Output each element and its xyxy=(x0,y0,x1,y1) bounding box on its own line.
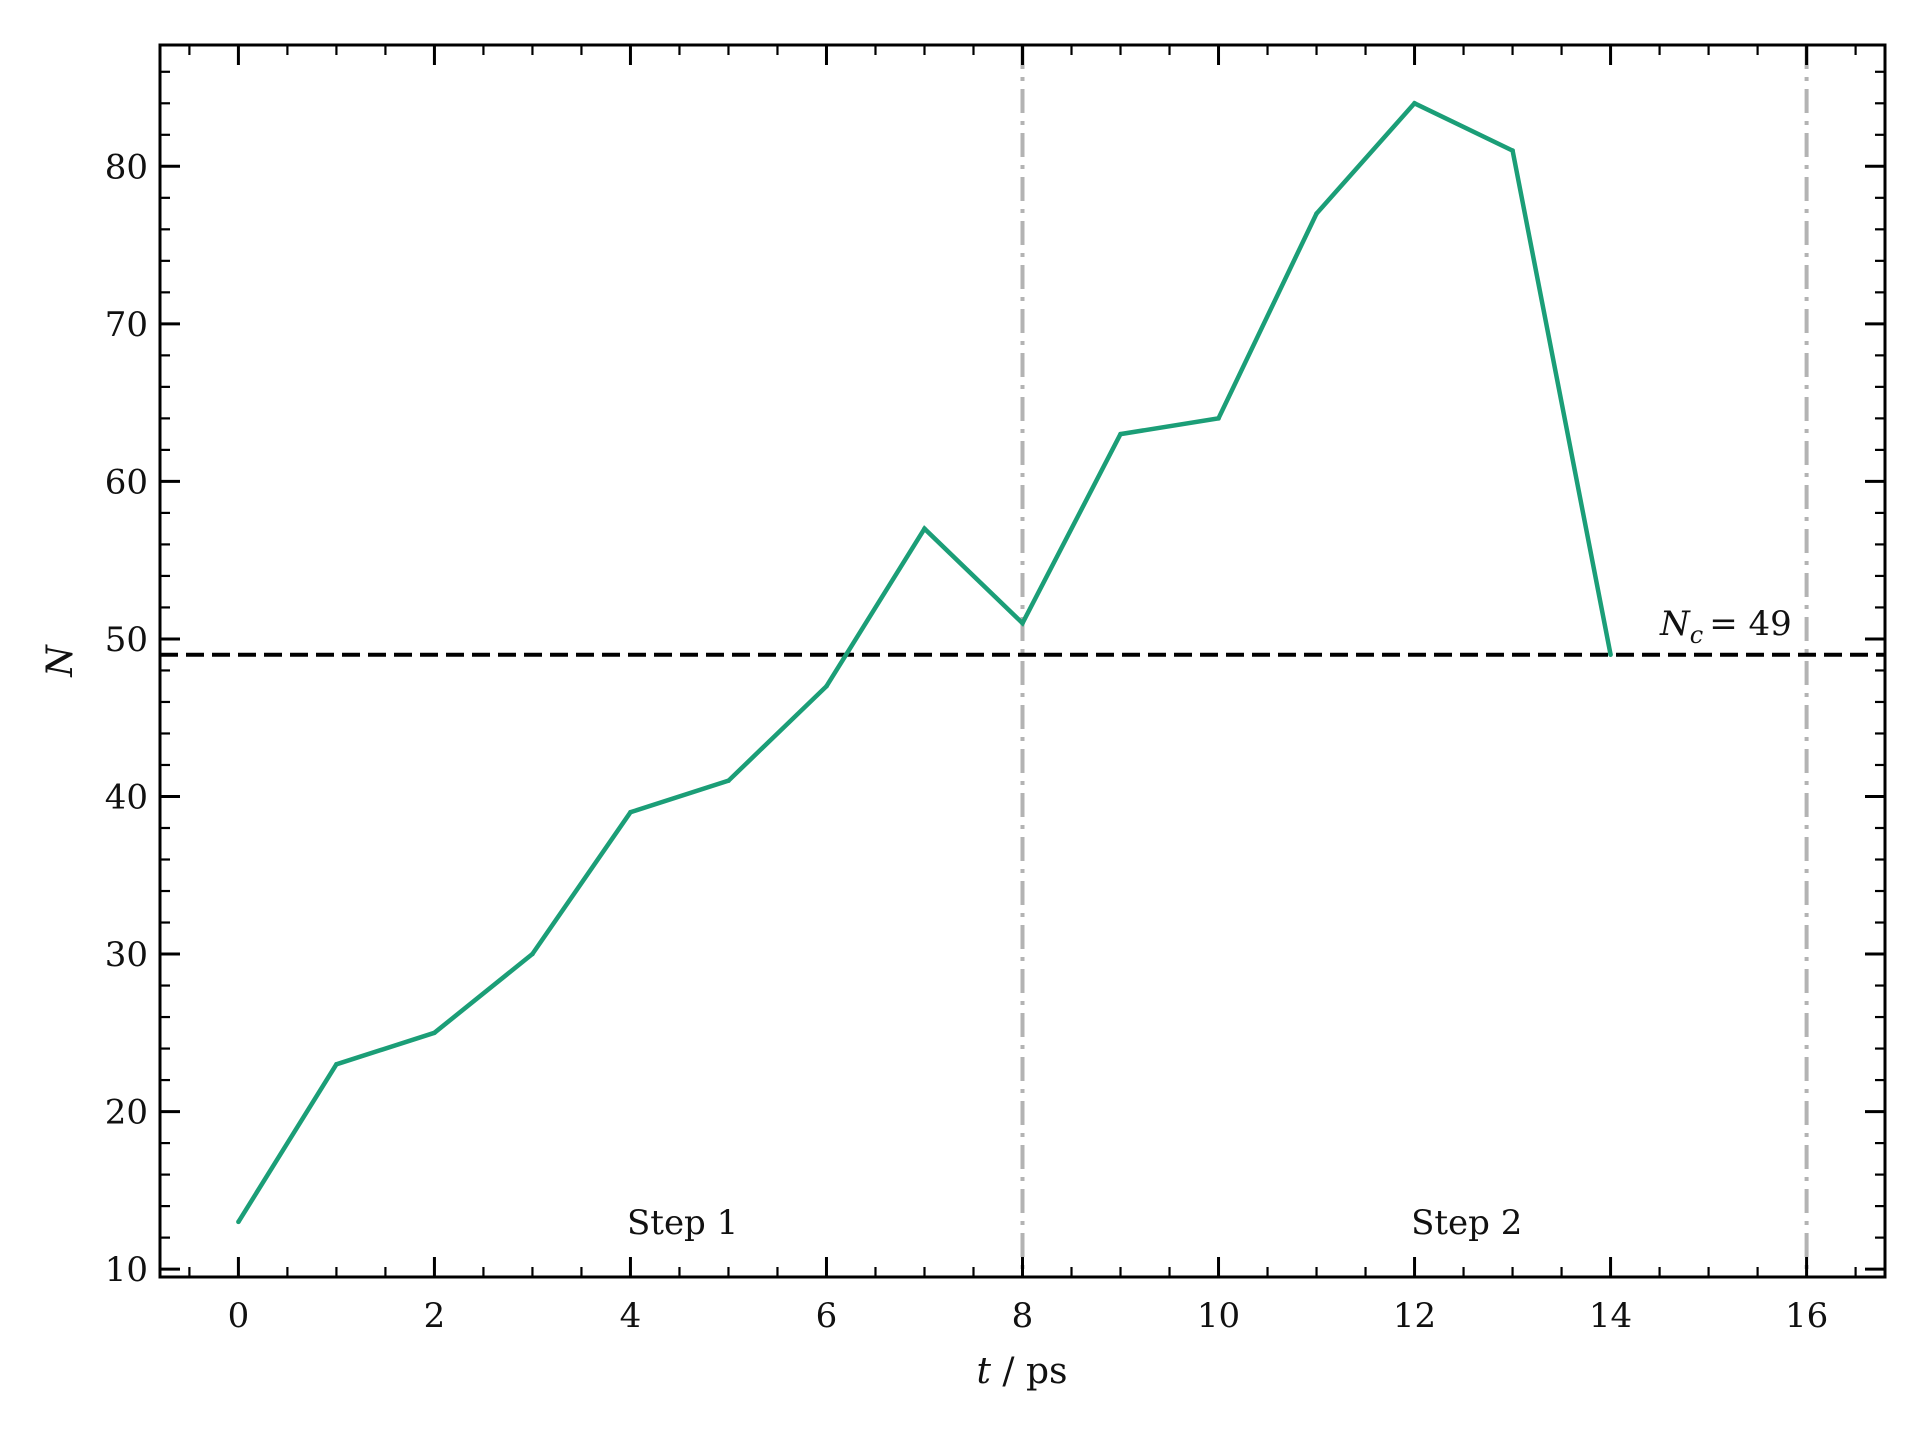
annotations-layer: Step 1 Step 2 xyxy=(627,1203,1522,1243)
x-tick-label: 10 xyxy=(1197,1296,1240,1336)
data-point xyxy=(628,809,633,815)
y-tick-label: 50 xyxy=(105,620,148,660)
data-point xyxy=(1412,100,1417,106)
step-annotation: Step 1 xyxy=(627,1203,738,1243)
data-point xyxy=(1314,211,1319,216)
plot-frame xyxy=(158,43,1887,1279)
data-point xyxy=(824,683,829,689)
data-point xyxy=(1020,620,1025,626)
data-point xyxy=(726,778,731,784)
series-layer xyxy=(236,100,1613,1225)
x-tick-label: 0 xyxy=(228,1296,250,1336)
x-tick-label: 12 xyxy=(1393,1296,1436,1336)
x-tick-label: 16 xyxy=(1785,1296,1828,1336)
data-point xyxy=(432,1030,437,1036)
y-tick-label: 70 xyxy=(105,305,148,345)
data-point xyxy=(530,951,535,957)
x-axis-var: t xyxy=(976,1351,991,1392)
y-tick-label: 60 xyxy=(105,462,148,502)
x-tick-label: 14 xyxy=(1589,1296,1632,1336)
data-point xyxy=(1118,431,1123,437)
ticks-layer: 0 2 4 6 8 10 12 14 16 10 20 30 40 50 60 70 80 xyxy=(105,45,1885,1336)
data-point xyxy=(1608,652,1613,657)
x-tick-label: 2 xyxy=(424,1296,446,1336)
data-point xyxy=(1216,416,1221,421)
x-axis-unit: / ps xyxy=(991,1351,1068,1392)
data-point xyxy=(1510,148,1515,153)
x-tick-label: 4 xyxy=(620,1296,642,1336)
step-annotation: Step 2 xyxy=(1411,1203,1522,1243)
series-line xyxy=(236,100,1613,1224)
y-axis-label: N xyxy=(40,644,81,678)
data-point xyxy=(334,1062,339,1067)
data-point xyxy=(922,526,927,531)
nc-equals: = 49 xyxy=(1709,604,1792,644)
y-tick-label: 10 xyxy=(105,1250,148,1290)
y-tick-label: 80 xyxy=(105,147,148,187)
nc-label: Nc = 49 xyxy=(1659,604,1792,649)
y-tick-label: 40 xyxy=(105,777,148,817)
x-axis-label: t / ps xyxy=(976,1351,1067,1392)
nc-symbol: N xyxy=(1659,604,1691,644)
x-tick-label: 6 xyxy=(816,1296,838,1336)
y-tick-label: 20 xyxy=(105,1093,148,1133)
reference-lines-layer xyxy=(160,45,1885,1277)
x-tick-label: 8 xyxy=(1012,1296,1034,1336)
data-point xyxy=(236,1219,241,1225)
y-tick-label: 30 xyxy=(105,935,148,975)
nc-subscript: c xyxy=(1690,621,1703,649)
